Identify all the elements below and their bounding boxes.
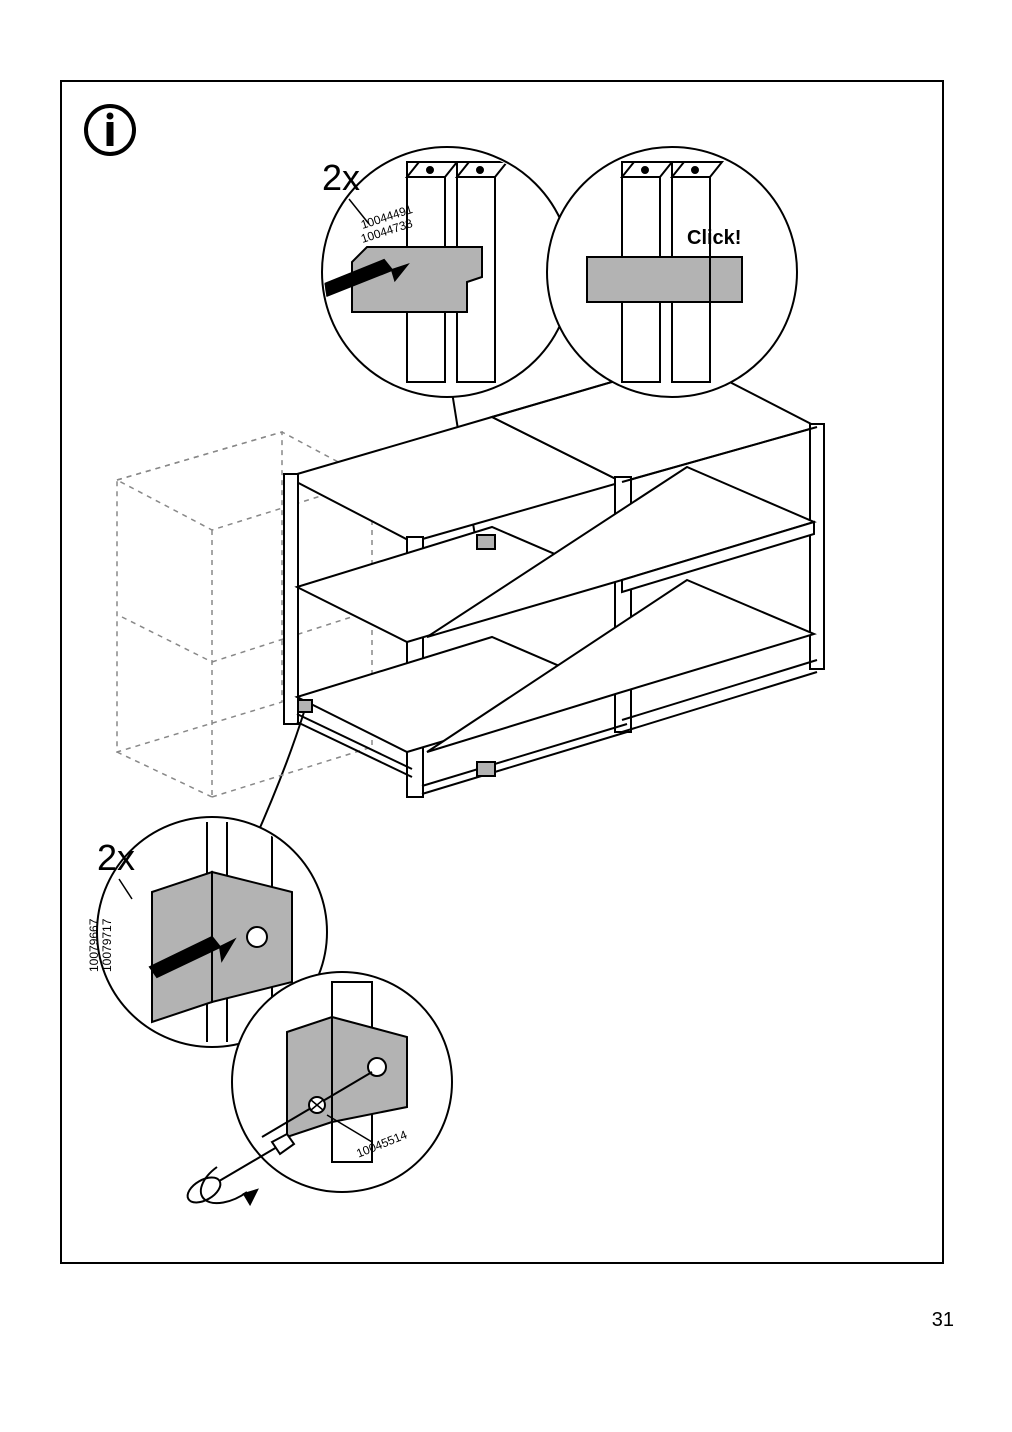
main-illustration [62,82,942,1262]
top-detail-right [547,147,797,397]
leader-bottom-qty [114,874,144,904]
top-quantity: 2x [322,157,360,199]
click-label: Click! [687,227,741,250]
bottom-part-1: 10079667 [87,919,101,972]
instruction-page: 2x 10044491 10044738 Click! 2x 10079667 … [0,0,1012,1432]
page-number: 31 [932,1309,954,1332]
bottom-part-2: 10079717 [100,919,114,972]
shelving-units [284,360,824,797]
bottom-quantity: 2x [97,837,135,879]
content-frame: 2x 10044491 10044738 Click! 2x 10079667 … [60,80,944,1264]
